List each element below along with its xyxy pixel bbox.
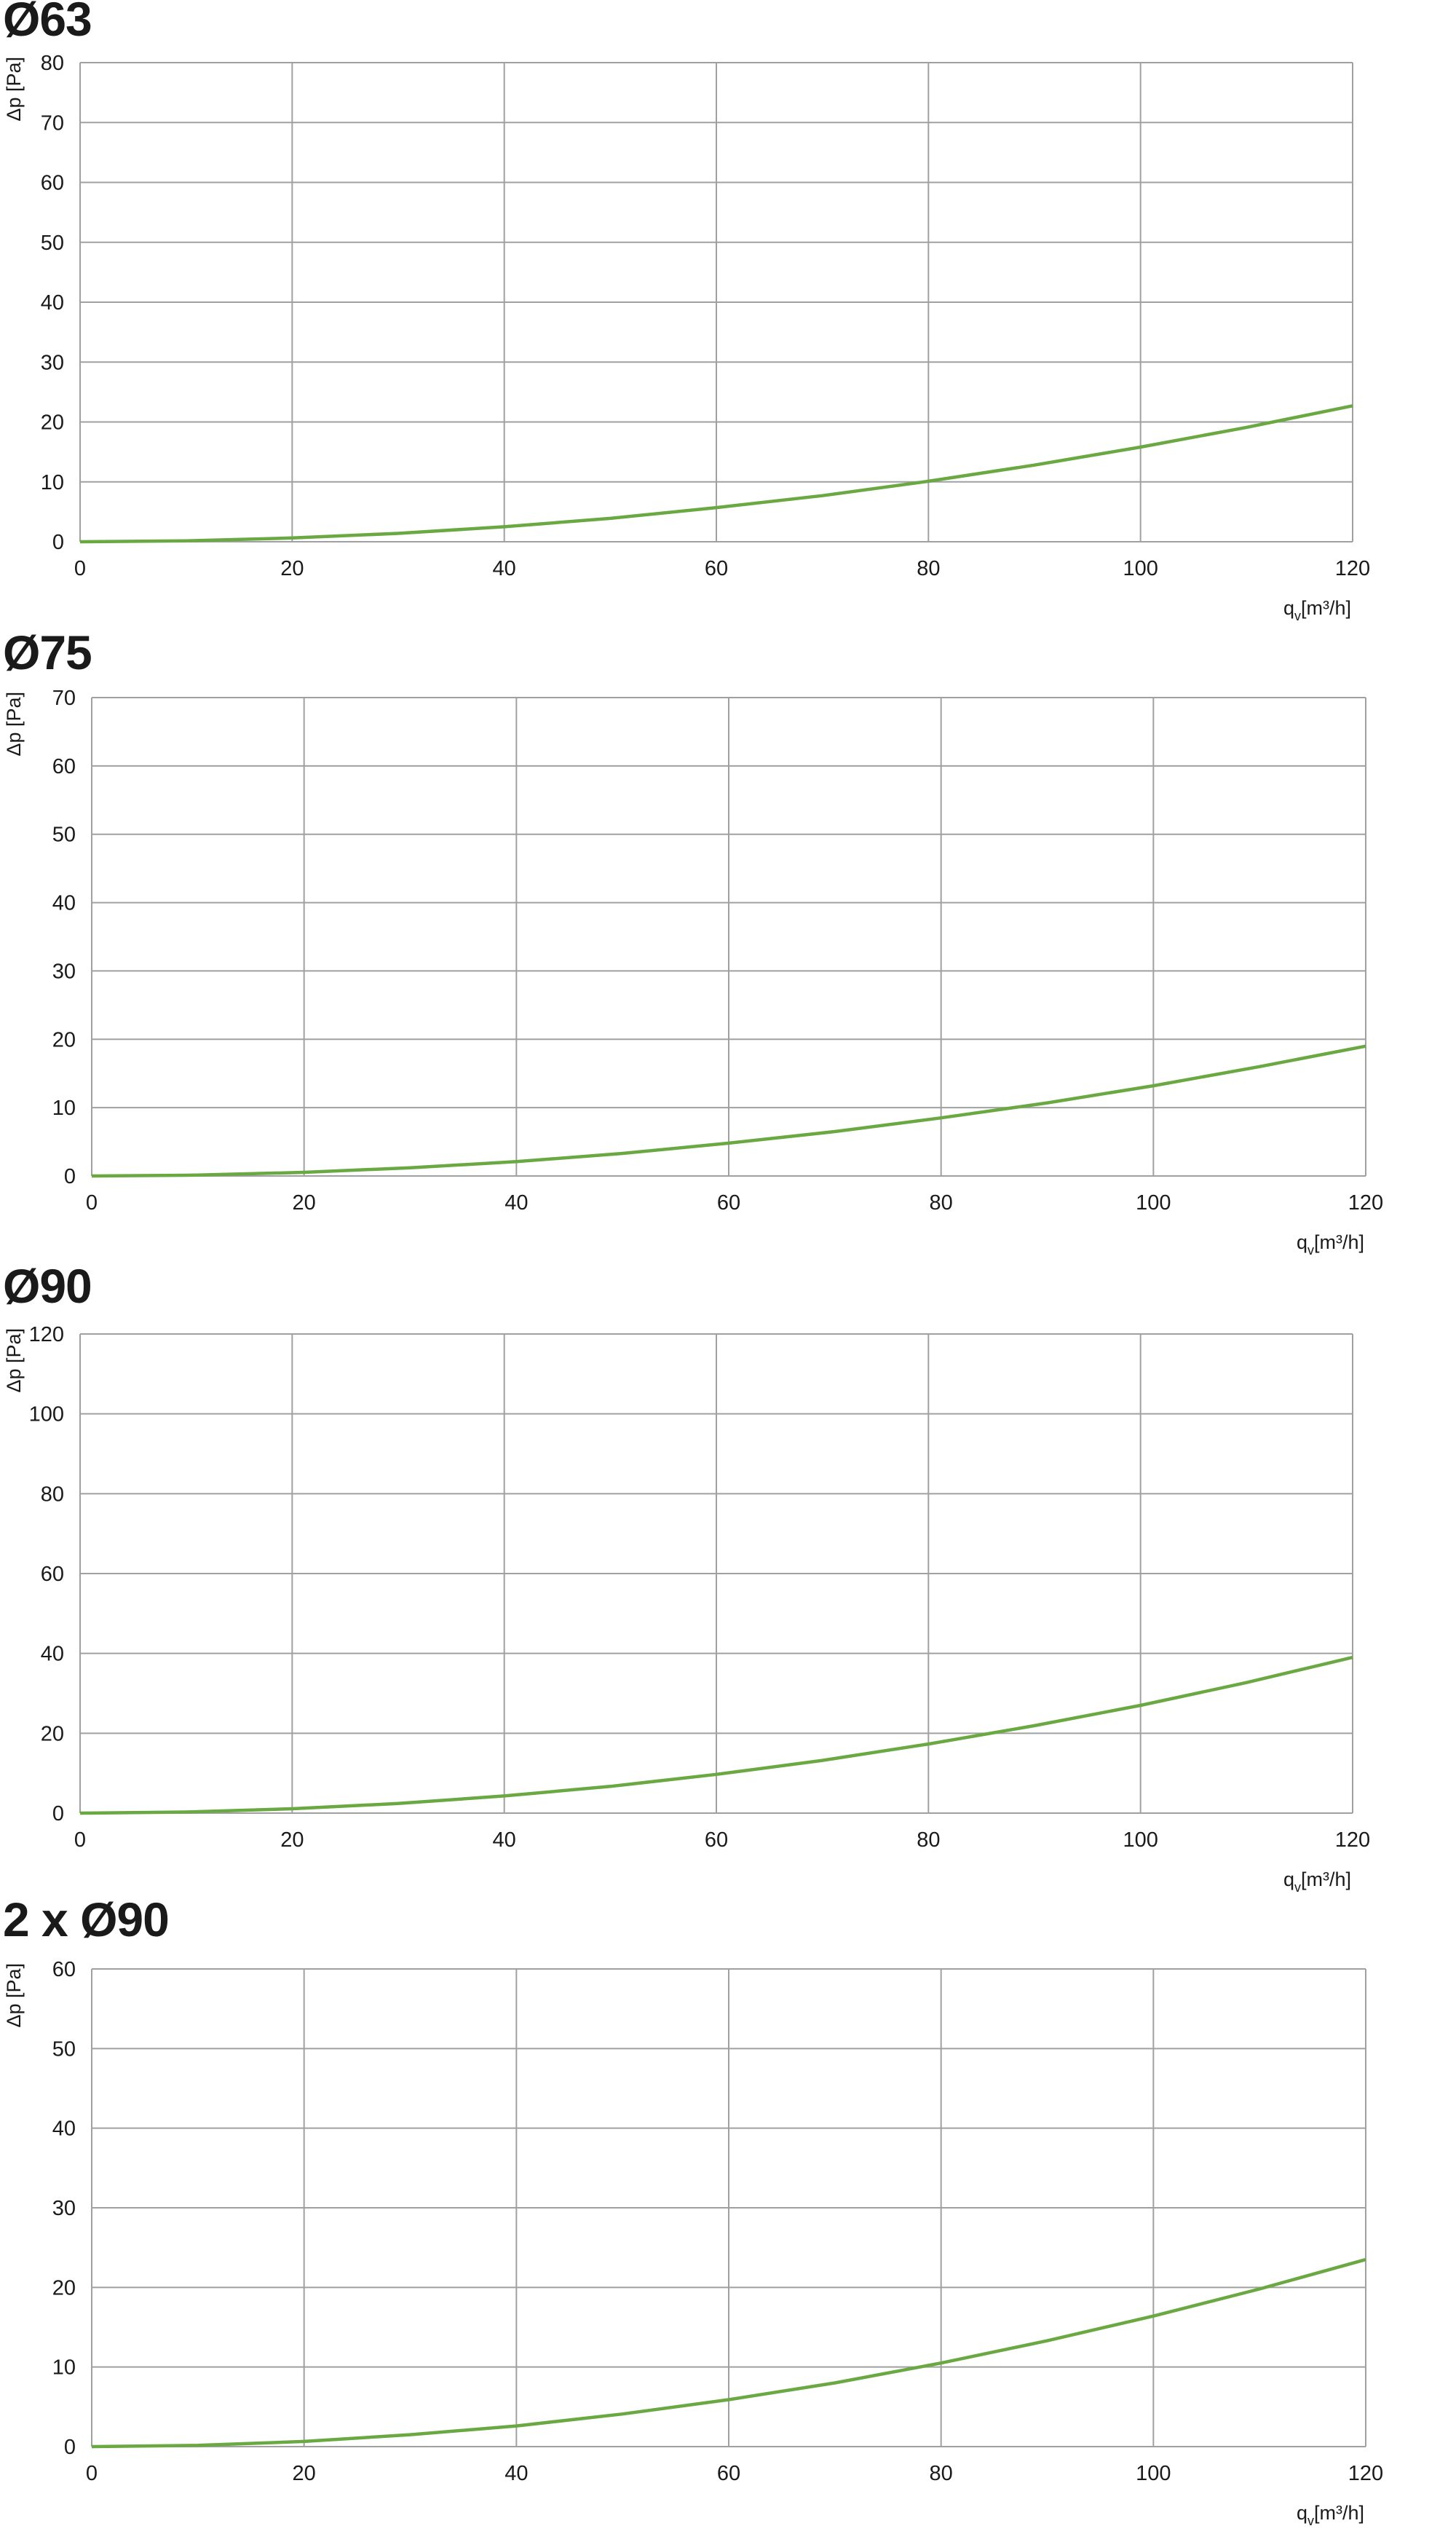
y-axis-label: Δp [Pa] (3, 1963, 25, 2028)
x-tick-label: 80 (930, 1191, 953, 1215)
x-axis-label-subscript: v (1294, 1880, 1301, 1895)
x-axis-label: qv[m³/h] (1297, 1231, 1364, 1258)
x-tick-label: 40 (493, 1828, 516, 1852)
y-tick-label: 0 (64, 2436, 76, 2459)
chart-title: Ø75 (3, 625, 92, 679)
x-tick-label: 100 (1123, 1828, 1158, 1852)
chart-svg: 0 10 20 30 40 50 60 70 80 0 20 40 60 80 100 120 Δp [Pa] q… (3, 52, 1370, 623)
x-tick-label: 40 (505, 2462, 528, 2485)
chart-panel: 0 10 20 30 40 50 60 70 0 20 40 60 80 100 120 Δp [Pa] qv[… (0, 625, 1456, 1267)
x-tick-label: 80 (930, 2462, 953, 2485)
y-tick-label: 50 (52, 2037, 76, 2061)
y-tick-label: 20 (52, 2276, 76, 2300)
x-tick-label: 100 (1123, 557, 1158, 580)
chart-panel: 0 10 20 30 40 50 60 70 80 0 20 40 60 80 100 120 Δp [Pa] q… (0, 0, 1456, 634)
y-tick-label: 60 (52, 755, 76, 778)
x-tick-label: 60 (705, 557, 728, 580)
x-axis-label-unit: [m³/h] (1301, 597, 1351, 619)
x-tick-label: 60 (717, 1191, 740, 1215)
y-tick-label: 70 (41, 111, 64, 135)
x-tick-label: 120 (1335, 557, 1370, 580)
y-tick-label: 60 (41, 1563, 64, 1586)
y-axis-label: Δp [Pa] (3, 57, 25, 122)
y-tick-label: 0 (64, 1165, 76, 1188)
pressure-curve (79, 1655, 1353, 1815)
y-tick-label: 10 (52, 1097, 76, 1120)
pressure-curve (91, 1044, 1366, 1178)
x-tick-label: 20 (280, 1828, 304, 1852)
y-axis-label: Δp [Pa] (3, 692, 25, 757)
chart-title: Ø63 (3, 0, 92, 46)
x-axis-label-unit: [m³/h] (1301, 1868, 1351, 1890)
x-tick-label: 0 (74, 1828, 86, 1852)
x-tick-label: 20 (293, 2462, 316, 2485)
pressure-curve (79, 404, 1353, 544)
x-tick-label: 80 (917, 557, 940, 580)
chart-svg: 0 10 20 30 40 50 60 0 20 40 60 80 100 120 Δp [Pa] qv[m³… (3, 1958, 1383, 2528)
chart-panel: 0 10 20 30 40 50 60 0 20 40 60 80 100 120 Δp [Pa] qv[m³… (0, 1892, 1456, 2534)
y-tick-label: 80 (41, 1483, 64, 1506)
y-tick-label: 10 (41, 471, 64, 494)
y-tick-label: 20 (52, 1028, 76, 1051)
x-tick-label: 80 (917, 1828, 940, 1852)
x-axis-label-q: q (1297, 2502, 1307, 2524)
x-axis-label: qv[m³/h] (1283, 597, 1351, 623)
x-tick-label: 0 (74, 557, 86, 580)
chart-title: 2 x Ø90 (3, 1892, 170, 1946)
y-tick-label: 60 (52, 1958, 76, 1981)
x-tick-label: 60 (705, 1828, 728, 1852)
x-tick-label: 20 (293, 1191, 316, 1215)
y-tick-label: 50 (41, 232, 64, 255)
y-tick-label: 20 (41, 1722, 64, 1745)
y-tick-label: 40 (41, 1643, 64, 1666)
x-axis-label-subscript: v (1307, 2514, 1314, 2528)
y-tick-label: 20 (41, 411, 64, 435)
chart-panel: 0 20 40 60 80 100 120 0 20 40 60 80 100 120 Δp [Pa] qv[… (0, 1259, 1456, 1900)
y-tick-label: 60 (41, 172, 64, 195)
y-tick-label: 120 (29, 1323, 64, 1346)
x-tick-label: 20 (280, 557, 304, 580)
y-tick-label: 50 (52, 824, 76, 847)
x-tick-label: 120 (1348, 1191, 1383, 1215)
y-tick-label: 100 (29, 1403, 64, 1426)
x-tick-label: 0 (86, 1191, 98, 1215)
x-axis-label-q: q (1297, 1231, 1307, 1253)
x-axis-label: qv[m³/h] (1297, 2502, 1364, 2528)
chart-svg: 0 10 20 30 40 50 60 70 0 20 40 60 80 100 120 Δp [Pa] qv[… (3, 687, 1383, 1258)
y-tick-label: 10 (52, 2356, 76, 2380)
x-tick-label: 0 (86, 2462, 98, 2485)
y-tick-label: 0 (52, 1802, 64, 1825)
y-tick-label: 40 (41, 291, 64, 315)
x-axis-label-q: q (1283, 1868, 1294, 1890)
x-tick-label: 100 (1136, 2462, 1171, 2485)
y-tick-label: 80 (41, 52, 64, 75)
y-tick-label: 30 (52, 2197, 76, 2220)
y-tick-label: 40 (52, 892, 76, 915)
y-tick-label: 70 (52, 687, 76, 710)
x-tick-label: 100 (1136, 1191, 1171, 1215)
x-tick-label: 120 (1335, 1828, 1370, 1852)
x-axis-label-unit: [m³/h] (1314, 1231, 1364, 1253)
x-axis-label-subscript: v (1294, 609, 1301, 623)
x-tick-label: 40 (505, 1191, 528, 1215)
x-axis-label-unit: [m³/h] (1314, 2502, 1364, 2524)
x-tick-label: 120 (1348, 2462, 1383, 2485)
x-tick-label: 60 (717, 2462, 740, 2485)
y-tick-label: 40 (52, 2117, 76, 2141)
x-axis-label-subscript: v (1307, 1243, 1314, 1258)
y-axis-label: Δp [Pa] (3, 1328, 25, 1393)
x-tick-label: 40 (493, 557, 516, 580)
y-tick-label: 30 (41, 351, 64, 374)
y-tick-label: 0 (52, 531, 64, 554)
x-axis-label-q: q (1283, 597, 1294, 619)
y-tick-label: 30 (52, 960, 76, 983)
x-axis-label: qv[m³/h] (1283, 1868, 1351, 1895)
chart-title: Ø90 (3, 1259, 92, 1313)
pressure-curve (91, 2257, 1366, 2449)
